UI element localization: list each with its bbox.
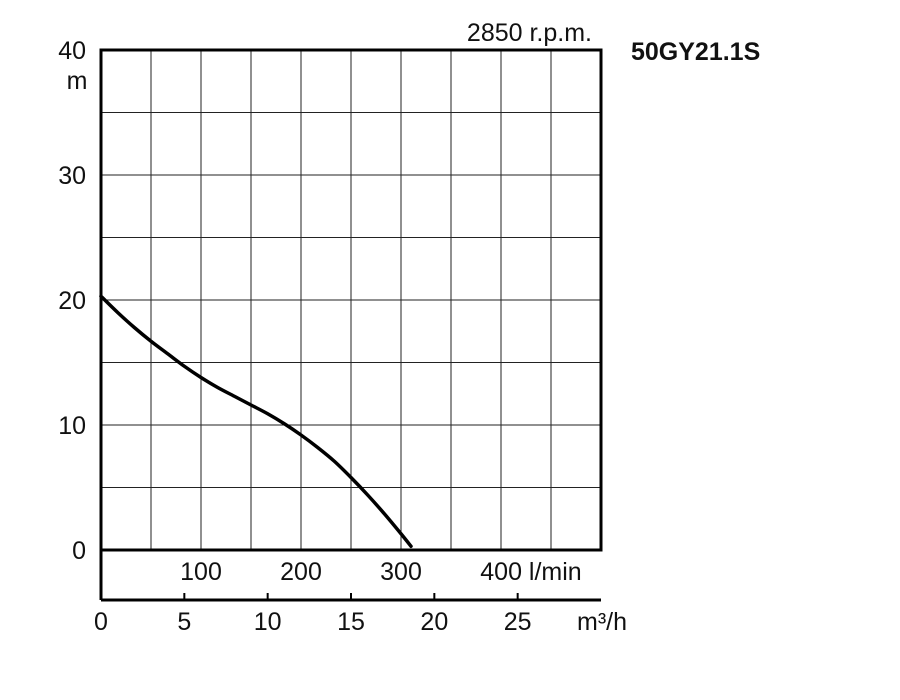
m3h-tick-label: 0 (94, 608, 108, 636)
m3h-unit-label: m³/h (577, 608, 627, 636)
m3h-tick-label: 10 (254, 608, 282, 636)
lmin-tick-label: 300 (380, 558, 422, 586)
y-tick-label: 0 (72, 537, 86, 565)
lmin-tick-label: 200 (280, 558, 322, 586)
lmin-end-label: 400 l/min (480, 558, 581, 586)
m3h-tick-label: 5 (177, 608, 191, 636)
chart-title: 50GY21.1S (631, 38, 760, 66)
lmin-axis-labels: 100 200 300 (180, 558, 422, 586)
y-tick-label: 40 (58, 37, 86, 65)
y-tick-label: 20 (58, 287, 86, 315)
chart-subtitle: 2850 r.p.m. (467, 19, 592, 47)
y-tick-label: 10 (58, 412, 86, 440)
m3h-tick-label: 25 (504, 608, 532, 636)
series-line (99, 294, 413, 548)
grid (101, 50, 601, 550)
lmin-tick-label: 100 (180, 558, 222, 586)
m3h-tick-label: 20 (420, 608, 448, 636)
m3h-tick-label: 15 (337, 608, 365, 636)
y-axis-title: m (67, 67, 88, 95)
plot-frame (99, 48, 603, 552)
y-axis-labels: 0 10 20 30 40 (58, 37, 86, 565)
m3h-axis-labels: 0 5 10 15 20 25 (94, 593, 532, 636)
y-tick-label: 30 (58, 162, 86, 190)
